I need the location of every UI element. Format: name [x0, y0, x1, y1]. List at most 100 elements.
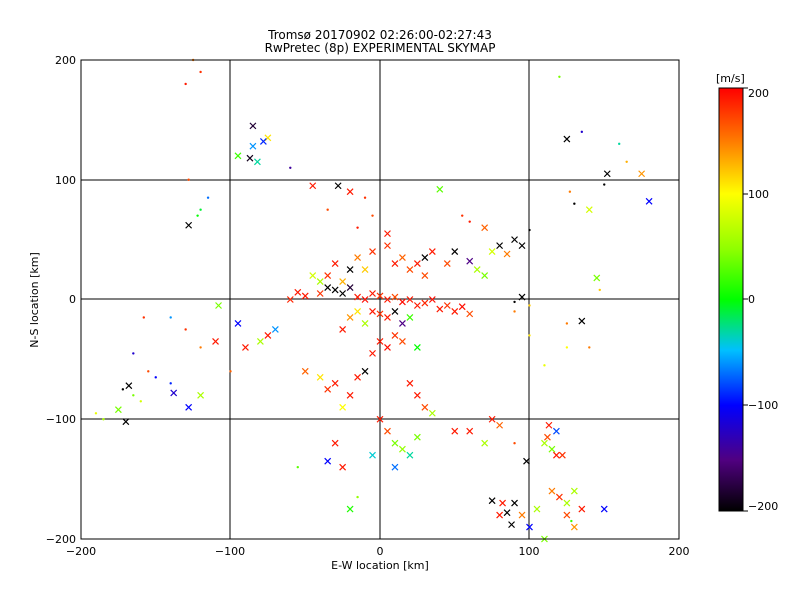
x-tick-label: −200	[66, 545, 96, 558]
echo-x-marker	[324, 272, 332, 279]
echo-x-marker	[384, 296, 391, 303]
echo-x-marker	[481, 224, 489, 232]
echo-x-marker	[339, 403, 347, 411]
echo-x-marker	[334, 182, 342, 190]
echo-x-marker	[331, 286, 339, 294]
echo-x-marker	[570, 523, 578, 531]
y-axis-label: N-S location [km]	[28, 252, 41, 348]
echo-x-marker	[645, 197, 653, 205]
echo-x-marker	[436, 305, 444, 313]
y-tick-label: 200	[55, 54, 76, 67]
echo-x-marker	[339, 326, 347, 333]
echo-x-marker	[399, 445, 406, 453]
echo-x-marker	[406, 451, 414, 459]
chart-subtitle: RwPretec (8p) EXPERIMENTAL SKYMAP	[264, 41, 496, 55]
echo-dot-marker	[102, 418, 105, 421]
echo-x-marker	[391, 293, 399, 301]
echo-x-marker	[548, 487, 556, 495]
colorbar-gradient	[718, 87, 744, 512]
x-tick-label: 200	[669, 545, 690, 558]
echo-x-marker	[391, 463, 399, 471]
echo-x-marker	[249, 122, 257, 130]
echo-x-marker	[578, 317, 586, 325]
colorbar-tick-label: −100	[748, 399, 778, 412]
echo-x-marker	[466, 310, 474, 318]
echo-x-marker	[570, 487, 578, 495]
echo-x-marker	[563, 499, 571, 507]
echo-dot-marker	[363, 196, 367, 199]
echo-x-marker	[361, 296, 369, 303]
echo-dot-marker	[132, 394, 135, 397]
echo-x-marker	[316, 373, 324, 381]
echo-x-marker	[384, 242, 391, 250]
data-points	[94, 58, 653, 543]
echo-x-marker	[376, 310, 384, 318]
echo-x-marker	[391, 260, 399, 267]
echo-x-marker	[331, 260, 339, 267]
echo-x-marker	[234, 320, 242, 327]
echo-x-marker	[376, 292, 384, 300]
x-axis: −200 −100 0 100 200 E-W location [km]	[66, 533, 690, 572]
echo-x-marker	[600, 505, 608, 513]
echo-x-marker	[185, 403, 193, 411]
colorbar-tick-label: 100	[748, 188, 769, 201]
echo-x-marker	[399, 298, 406, 306]
echo-dot-marker	[199, 70, 202, 74]
echo-x-marker	[458, 303, 466, 311]
echo-x-marker	[413, 260, 421, 267]
echo-dot-marker	[603, 183, 606, 186]
echo-x-marker	[369, 349, 376, 357]
echo-x-marker	[294, 288, 302, 296]
echo-x-marker	[361, 266, 369, 273]
echo-x-marker	[339, 278, 347, 285]
echo-x-marker	[518, 511, 526, 519]
echo-x-marker	[499, 499, 507, 507]
echo-x-marker	[578, 505, 586, 513]
echo-x-marker	[185, 221, 193, 229]
echo-dot-marker	[139, 400, 142, 403]
echo-x-marker	[413, 391, 421, 399]
echo-x-marker	[503, 509, 511, 517]
echo-x-marker	[541, 439, 548, 447]
echo-x-marker	[286, 296, 294, 303]
echo-x-marker	[361, 367, 369, 375]
colorbar-tick-label: −200	[748, 500, 778, 513]
echo-dot-marker	[356, 495, 359, 499]
echo-dot-marker	[199, 208, 202, 211]
echo-x-marker	[369, 308, 376, 315]
echo-x-marker	[421, 254, 429, 262]
echo-x-marker	[253, 158, 261, 166]
echo-dot-marker	[206, 196, 210, 199]
echo-x-marker	[234, 152, 242, 160]
echo-dot-marker	[565, 346, 569, 349]
echo-x-marker	[406, 266, 414, 273]
echo-x-marker	[339, 463, 347, 471]
echo-x-marker	[259, 138, 267, 145]
echo-dot-marker	[371, 214, 374, 217]
echo-x-marker	[496, 511, 504, 519]
echo-x-marker	[354, 254, 361, 262]
echo-x-marker	[526, 523, 533, 531]
echo-x-marker	[399, 320, 406, 327]
echo-dot-marker	[513, 442, 516, 445]
echo-dot-marker	[598, 288, 601, 292]
echo-x-marker	[384, 230, 391, 238]
echo-dot-marker	[229, 370, 232, 373]
echo-dot-marker	[169, 316, 172, 319]
echo-x-marker	[346, 314, 354, 321]
echo-dot-marker	[568, 190, 572, 193]
echo-x-marker	[215, 302, 222, 309]
echo-x-marker	[473, 266, 481, 273]
echo-x-marker	[114, 406, 122, 414]
echo-x-marker	[346, 188, 354, 196]
echo-x-marker	[466, 427, 474, 435]
echo-x-marker	[496, 421, 504, 429]
echo-x-marker	[316, 278, 324, 285]
echo-dot-marker	[187, 178, 190, 181]
echo-dot-marker	[513, 310, 516, 313]
x-axis-label: E-W location [km]	[331, 559, 429, 572]
echo-dot-marker	[513, 300, 516, 304]
echo-x-marker	[384, 343, 391, 351]
echo-x-marker	[436, 185, 444, 193]
